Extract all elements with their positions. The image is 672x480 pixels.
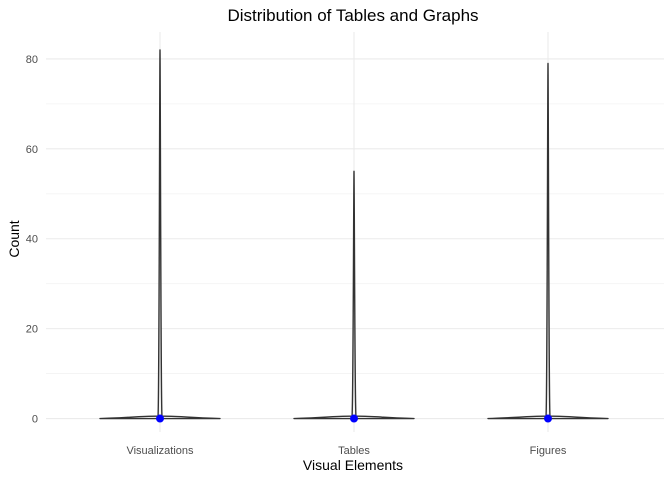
violin-layer [99,49,609,423]
chart-title: Distribution of Tables and Graphs [227,6,478,25]
y-tick-label: 80 [26,54,38,66]
x-tick-label: Tables [338,445,370,457]
x-tick-label: Visualizations [126,445,194,457]
median-point-figures [544,414,552,423]
x-axis-title: Visual Elements [303,457,403,473]
tick-labels: 0 20 40 60 80 Visualizations Tables Figures [26,54,567,457]
y-tick-label: 60 [26,144,38,156]
y-tick-label: 20 [26,324,38,336]
y-axis-title: Count [6,220,22,257]
median-point-visualizations [156,414,164,423]
y-tick-label: 0 [32,414,38,426]
x-tick-label: Figures [530,445,567,457]
y-tick-label: 40 [26,234,38,246]
median-point-tables [350,414,358,423]
